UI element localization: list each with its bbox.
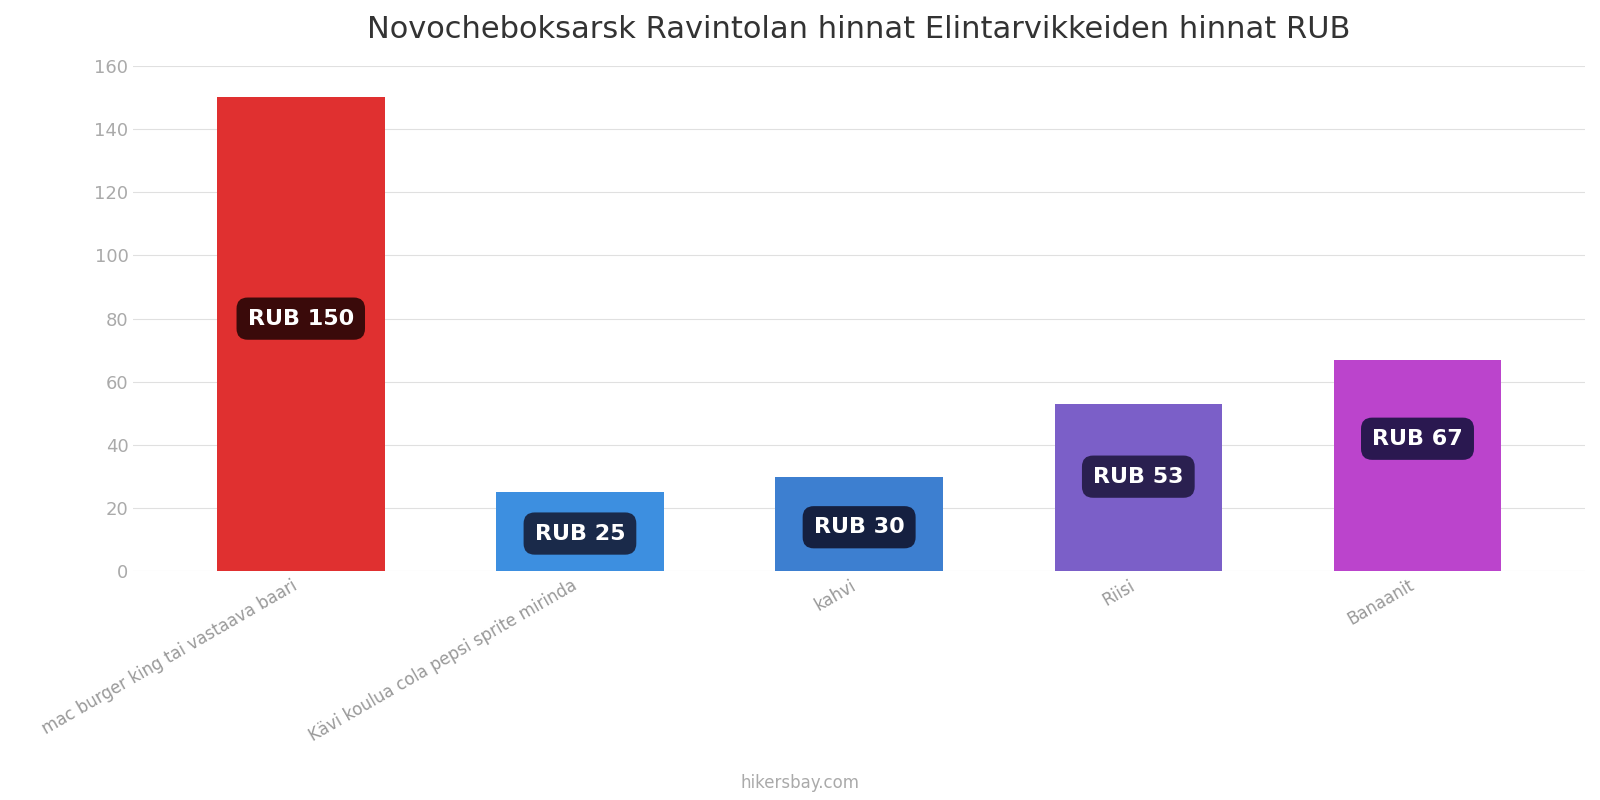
Text: RUB 67: RUB 67: [1373, 429, 1462, 449]
Text: RUB 53: RUB 53: [1093, 466, 1184, 486]
Text: RUB 25: RUB 25: [534, 523, 626, 543]
Title: Novocheboksarsk Ravintolan hinnat Elintarvikkeiden hinnat RUB: Novocheboksarsk Ravintolan hinnat Elinta…: [368, 15, 1350, 44]
Text: RUB 30: RUB 30: [814, 518, 904, 538]
Bar: [1334, 360, 1501, 571]
Bar: [218, 98, 384, 571]
Text: RUB 150: RUB 150: [248, 309, 354, 329]
Bar: [1054, 404, 1222, 571]
Bar: [776, 477, 942, 571]
Text: hikersbay.com: hikersbay.com: [741, 774, 859, 792]
Bar: [496, 493, 664, 571]
